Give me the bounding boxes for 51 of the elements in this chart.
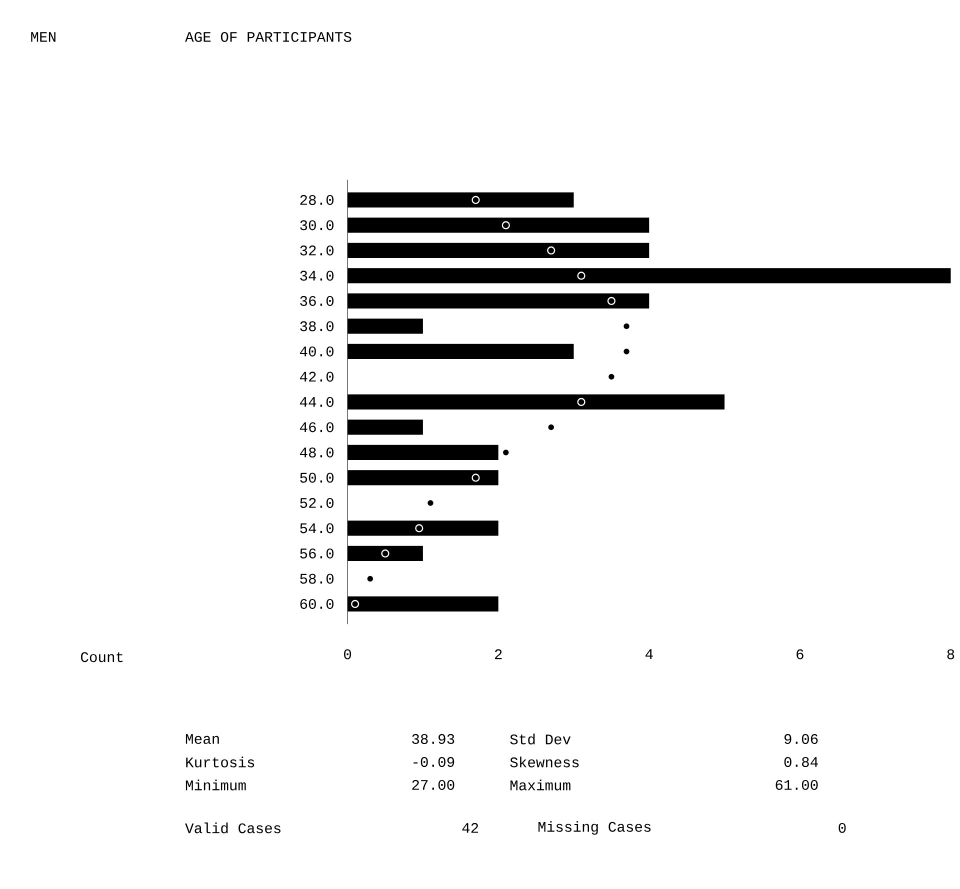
y-tick-label: 48.0 bbox=[300, 448, 334, 458]
y-tick-label: 40.0 bbox=[300, 346, 334, 357]
point bbox=[502, 221, 510, 230]
x-tick-label: 8 bbox=[947, 649, 954, 660]
text: Std Dev bbox=[510, 734, 571, 745]
text: Kurtosis bbox=[186, 756, 254, 768]
chart-title: AGE OF PARTICIPANTS bbox=[185, 32, 352, 42]
y-tick-label: 36.0 bbox=[300, 296, 334, 306]
y-tick-label: 30.0 bbox=[300, 220, 334, 230]
point bbox=[577, 398, 586, 406]
text: 9.06 bbox=[784, 734, 818, 744]
point bbox=[547, 246, 556, 255]
y-tick-label: 42.0 bbox=[300, 372, 334, 382]
y-tick-label: 32.0 bbox=[300, 246, 334, 256]
y-tick-label: 28.0 bbox=[300, 195, 334, 206]
x-tick-label: 4 bbox=[645, 649, 653, 660]
y-tick-label: 52.0 bbox=[300, 498, 334, 508]
point bbox=[472, 196, 480, 204]
y-tick-label: 34.0 bbox=[300, 270, 334, 281]
point bbox=[381, 550, 390, 558]
text: Mean bbox=[186, 734, 219, 744]
text: 42 bbox=[462, 823, 478, 833]
text: Count bbox=[80, 652, 123, 662]
y-tick-label: 58.0 bbox=[300, 574, 334, 584]
text: 38.93 bbox=[412, 734, 454, 744]
text: Skewness bbox=[510, 756, 579, 768]
point bbox=[472, 474, 480, 482]
point bbox=[415, 524, 424, 532]
text: -0.09 bbox=[414, 757, 454, 768]
point bbox=[607, 297, 616, 306]
text: Maximum bbox=[510, 780, 570, 790]
text: 0 bbox=[838, 823, 846, 833]
y-tick-label: 60.0 bbox=[300, 599, 334, 610]
text: 27.00 bbox=[412, 780, 454, 790]
x-tick-label: 0 bbox=[344, 649, 352, 660]
x-tick-label: 2 bbox=[494, 649, 502, 660]
y-tick-label: 46.0 bbox=[300, 422, 334, 432]
text: Missing Cases bbox=[538, 821, 651, 835]
text: Valid Cases bbox=[185, 822, 280, 834]
text: MEN bbox=[31, 32, 56, 42]
x-tick-label: 6 bbox=[796, 649, 804, 660]
text: 0.84 bbox=[784, 757, 818, 768]
point bbox=[577, 272, 586, 280]
text: Minimum bbox=[186, 780, 246, 790]
y-tick-label: 54.0 bbox=[300, 523, 334, 534]
y-tick-label: 50.0 bbox=[300, 472, 334, 483]
y-tick-label: 44.0 bbox=[300, 397, 334, 408]
text: 61.00 bbox=[776, 780, 818, 790]
y-tick-label: 56.0 bbox=[300, 548, 334, 559]
point bbox=[351, 600, 360, 608]
y-tick-label: 38.0 bbox=[300, 321, 334, 332]
